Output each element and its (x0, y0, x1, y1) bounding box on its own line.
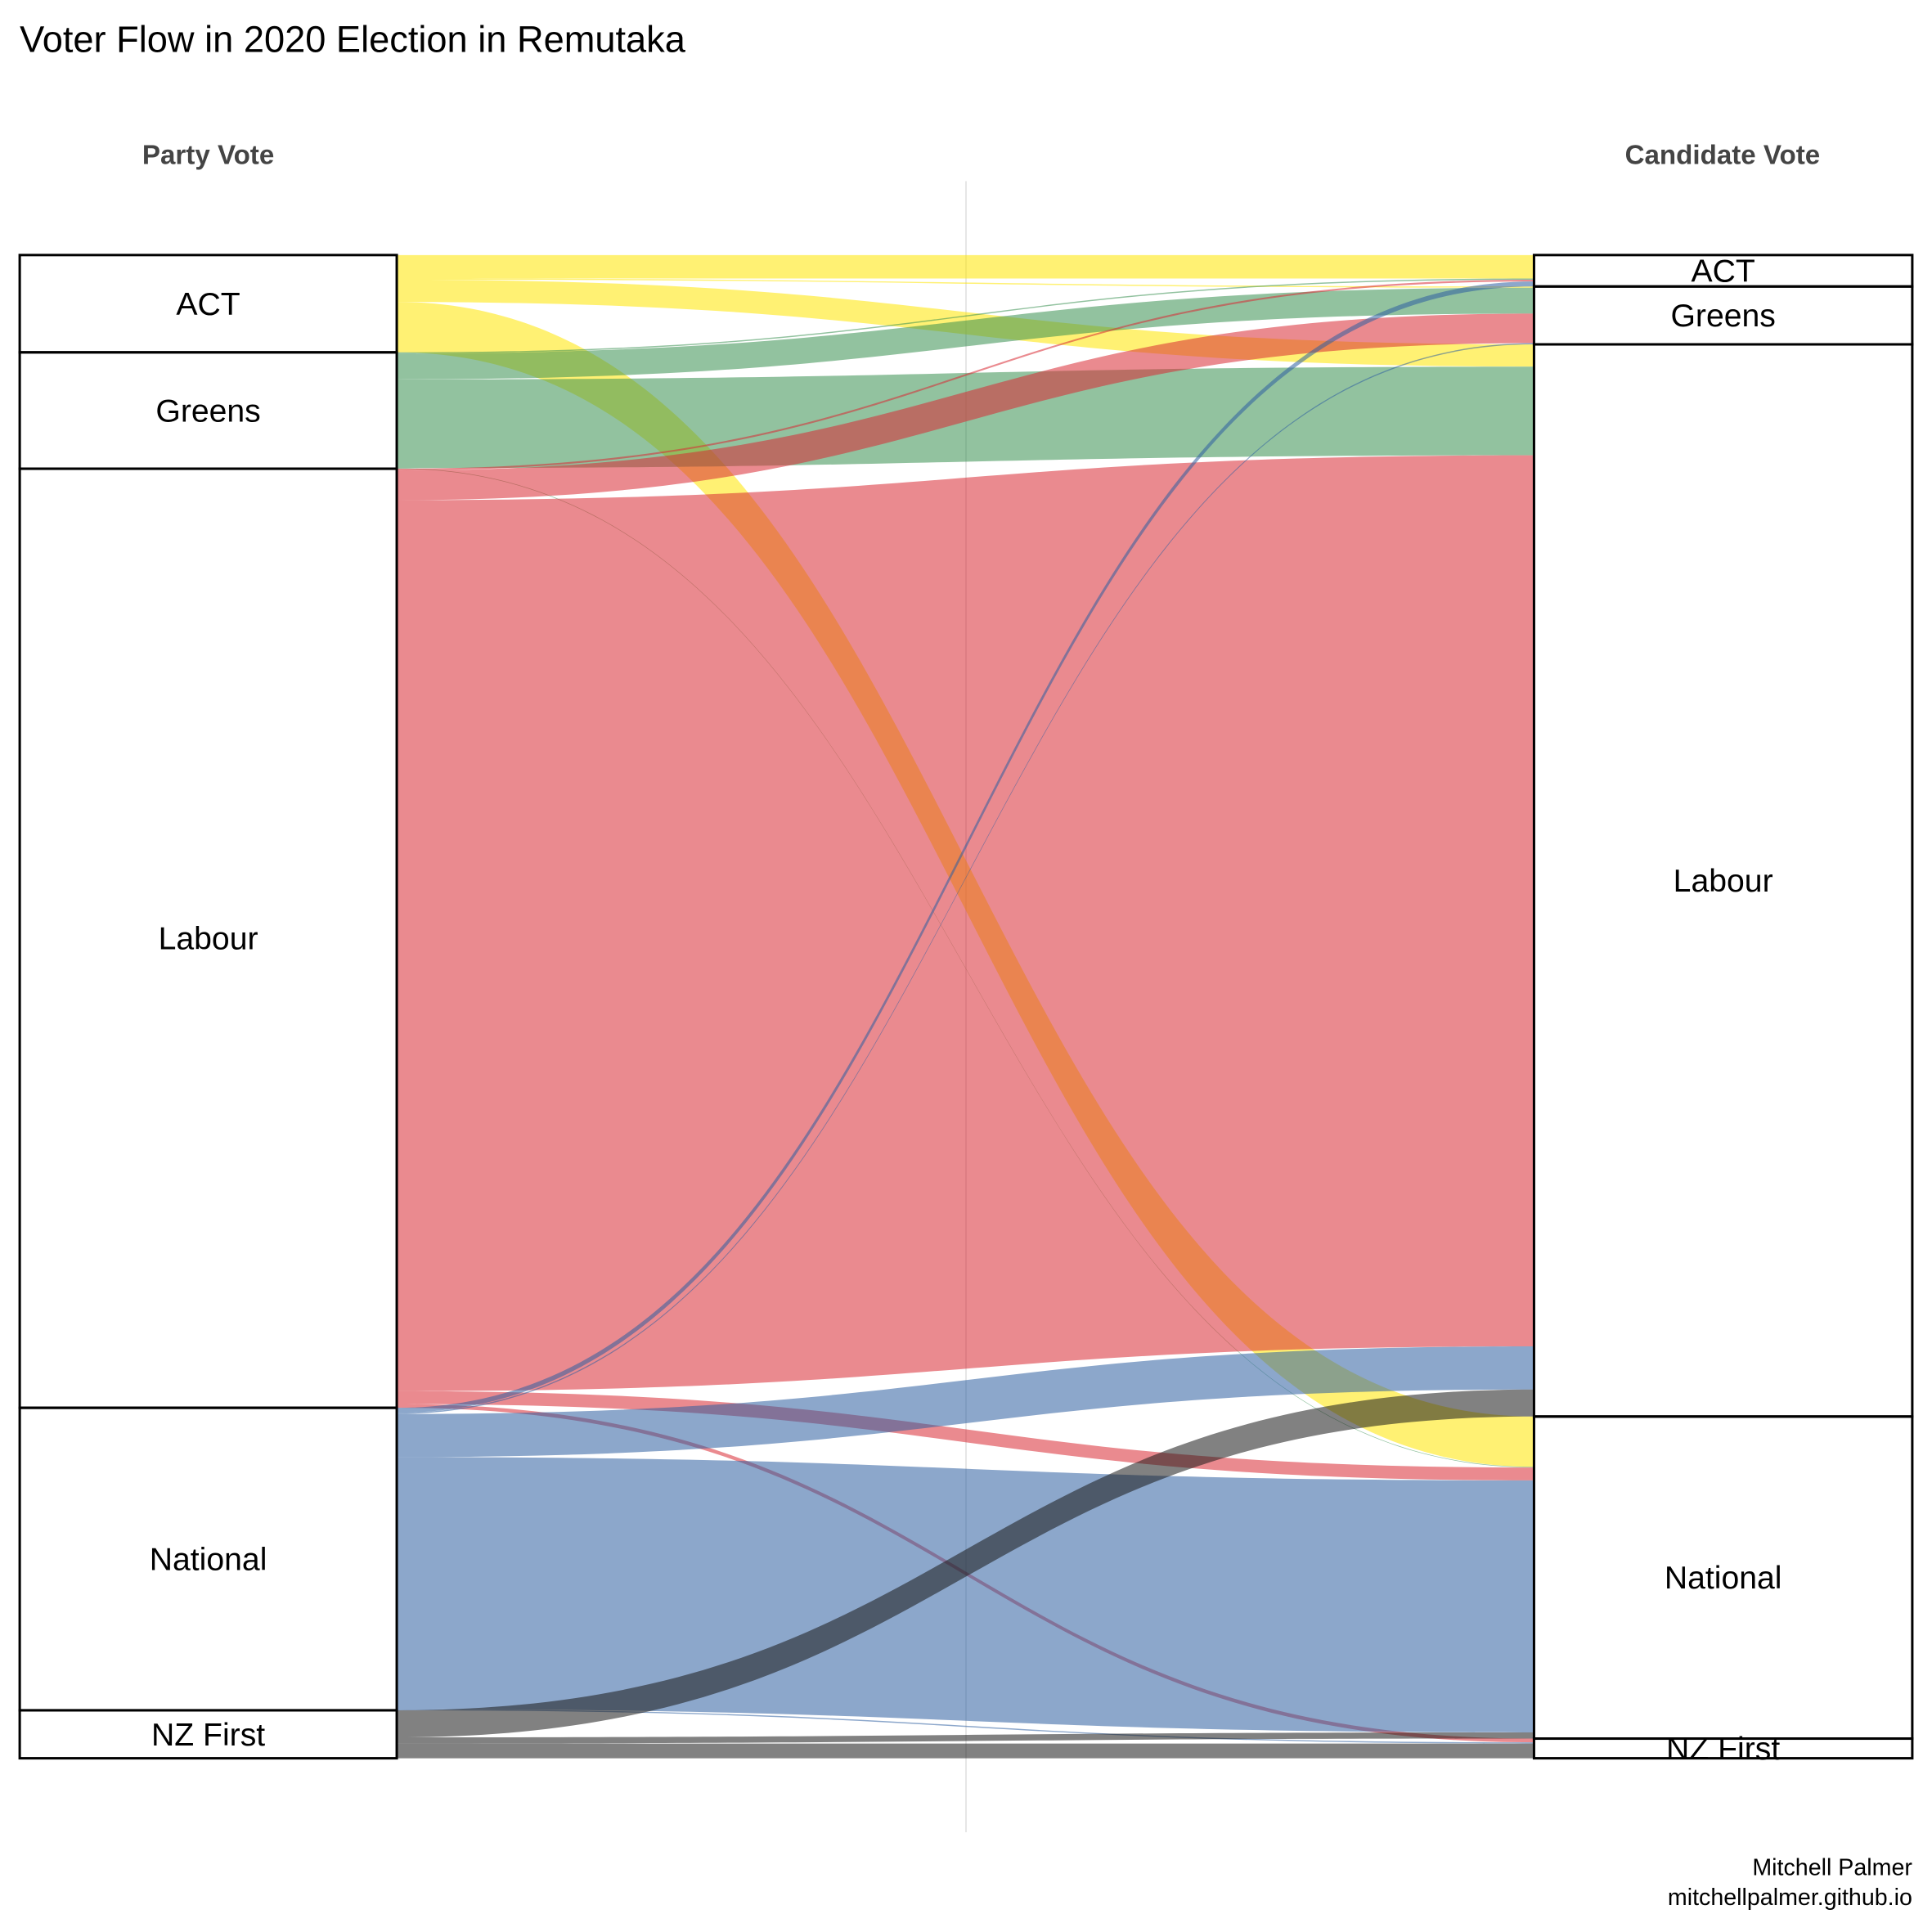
flow-labour-to-national (397, 1391, 1534, 1480)
right-stratum-label: NZ First (1666, 1732, 1780, 1767)
credit-url: mitchellpalmer.github.io (1668, 1885, 1912, 1911)
right-stratum-label: Labour (1674, 864, 1773, 899)
flow-national-to-national (397, 1457, 1534, 1732)
flow-nz-first-to-nz-first (397, 1743, 1534, 1759)
flow-national-to-greens (397, 343, 1534, 1414)
flow-national-to-nz-first (397, 1709, 1534, 1744)
flow-act-to-act (397, 254, 1534, 279)
flow-labour-to-act (397, 279, 1534, 471)
right-axis-label: Candidate Vote (1625, 140, 1821, 170)
flow-nz-first-to-labour (397, 1389, 1534, 1738)
flow-act-to-greens (397, 278, 1534, 288)
flow-labour-to-greens (397, 313, 1534, 501)
credit-name: Mitchell Palmer (1752, 1855, 1912, 1881)
flow-national-to-act (397, 281, 1534, 1413)
left-stratum-label: National (150, 1543, 267, 1578)
left-stratum-label: Labour (159, 922, 258, 957)
right-stratum-label: Greens (1670, 299, 1775, 334)
right-stratum-label: ACT (1692, 254, 1755, 290)
right-stratum-label: National (1665, 1561, 1782, 1596)
flow-greens-to-act (397, 278, 1534, 354)
left-stratum-label: Greens (155, 393, 260, 429)
left-stratum-nz-first (18, 1709, 398, 1760)
flow-labour-to-labour (397, 455, 1534, 1391)
chart-title: Voter Flow in 2020 Election in Remutaka (20, 18, 686, 60)
strata-layer: ACT ACT Greens Greens Labour Labour National Na… (18, 254, 1914, 1767)
flows-layer (397, 254, 1534, 1759)
flow-nz-first-to-national (397, 1732, 1534, 1744)
left-stratum-label: NZ First (151, 1718, 265, 1753)
left-axis-label: Party Vote (142, 140, 274, 170)
right-stratum-nz-first (1532, 1737, 1914, 1760)
flow-greens-to-greens (397, 287, 1534, 380)
flow-national-to-labour (397, 1346, 1534, 1458)
left-stratum-label: ACT (176, 287, 240, 322)
